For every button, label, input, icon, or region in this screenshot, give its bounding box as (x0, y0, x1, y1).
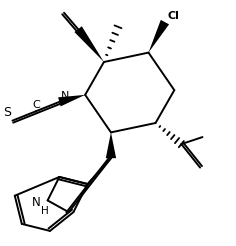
Text: S: S (3, 107, 11, 120)
Polygon shape (74, 26, 104, 62)
Polygon shape (106, 132, 116, 158)
Polygon shape (148, 20, 169, 53)
Text: H: H (41, 206, 49, 216)
Text: N: N (32, 196, 41, 209)
Text: N: N (60, 92, 69, 101)
Text: C: C (32, 100, 40, 110)
Text: Cl: Cl (167, 11, 179, 21)
Polygon shape (58, 95, 85, 107)
